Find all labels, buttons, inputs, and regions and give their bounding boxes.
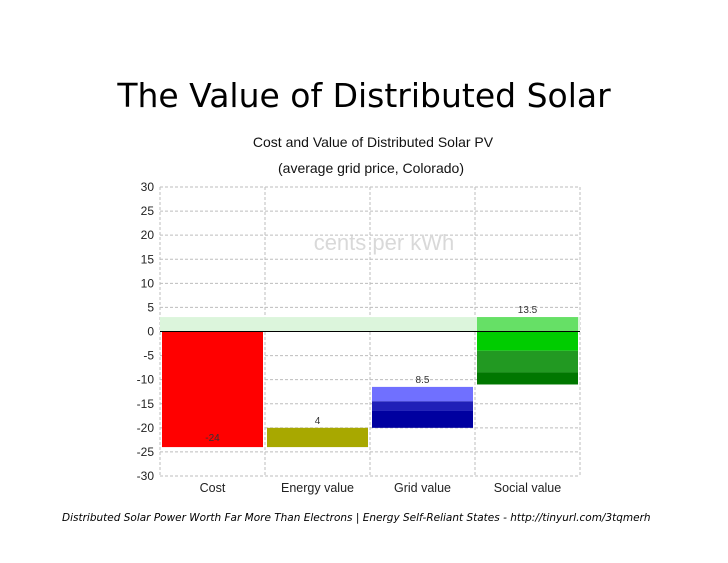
bar-segment	[477, 350, 578, 373]
y-tick-label: -5	[143, 349, 154, 363]
unit-label: cents per kWh	[314, 230, 455, 255]
bar-segment	[162, 331, 263, 448]
bar-segment	[372, 401, 473, 411]
chart: 30 25 20 15 10 5 0 -5 -10 -15 -20 -25 -30 -24 Cost 4 Ene…	[137, 134, 581, 495]
y-tick-label: 30	[141, 180, 155, 194]
y-tick-label: -30	[137, 469, 155, 483]
y-tick-label: 10	[141, 276, 155, 290]
y-tick-label: -10	[137, 373, 155, 387]
x-tick-label: Cost	[200, 481, 226, 495]
bar-value-label: 8.5	[416, 375, 430, 386]
bar-segment	[372, 386, 473, 402]
y-tick-label: -20	[137, 421, 155, 435]
y-tick-label: 15	[141, 252, 155, 266]
y-tick-label: 5	[147, 300, 154, 314]
bar-value-label: 4	[315, 416, 321, 427]
plot-area: 30 25 20 15 10 5 0 -5 -10 -15 -20 -25 -30 -24 Cost 4 Ene…	[137, 180, 581, 495]
bar-segment	[267, 427, 368, 448]
bar-segment	[372, 410, 473, 428]
y-tick-label: -25	[137, 445, 155, 459]
x-tick-label: Social value	[494, 481, 561, 495]
chart-title: Cost and Value of Distributed Solar PV	[253, 134, 494, 150]
bar-segment	[477, 317, 578, 332]
x-tick-label: Grid value	[394, 481, 451, 495]
bar-segment	[477, 372, 578, 385]
footer-citation: Distributed Solar Power Worth Far More T…	[62, 512, 651, 524]
bar-value-label: -24	[205, 433, 220, 444]
bar-segment	[477, 331, 578, 351]
slide-title: The Value of Distributed Solar	[117, 76, 611, 115]
y-tick-label: 20	[141, 228, 155, 242]
chart-subtitle: (average grid price, Colorado)	[278, 160, 464, 176]
band	[160, 317, 580, 332]
y-tick-label: -15	[137, 397, 155, 411]
bar-value-label: 13.5	[518, 305, 538, 316]
y-tick-label: 0	[147, 325, 154, 339]
x-tick-label: Energy value	[281, 481, 354, 495]
y-tick-label: 25	[141, 204, 155, 218]
